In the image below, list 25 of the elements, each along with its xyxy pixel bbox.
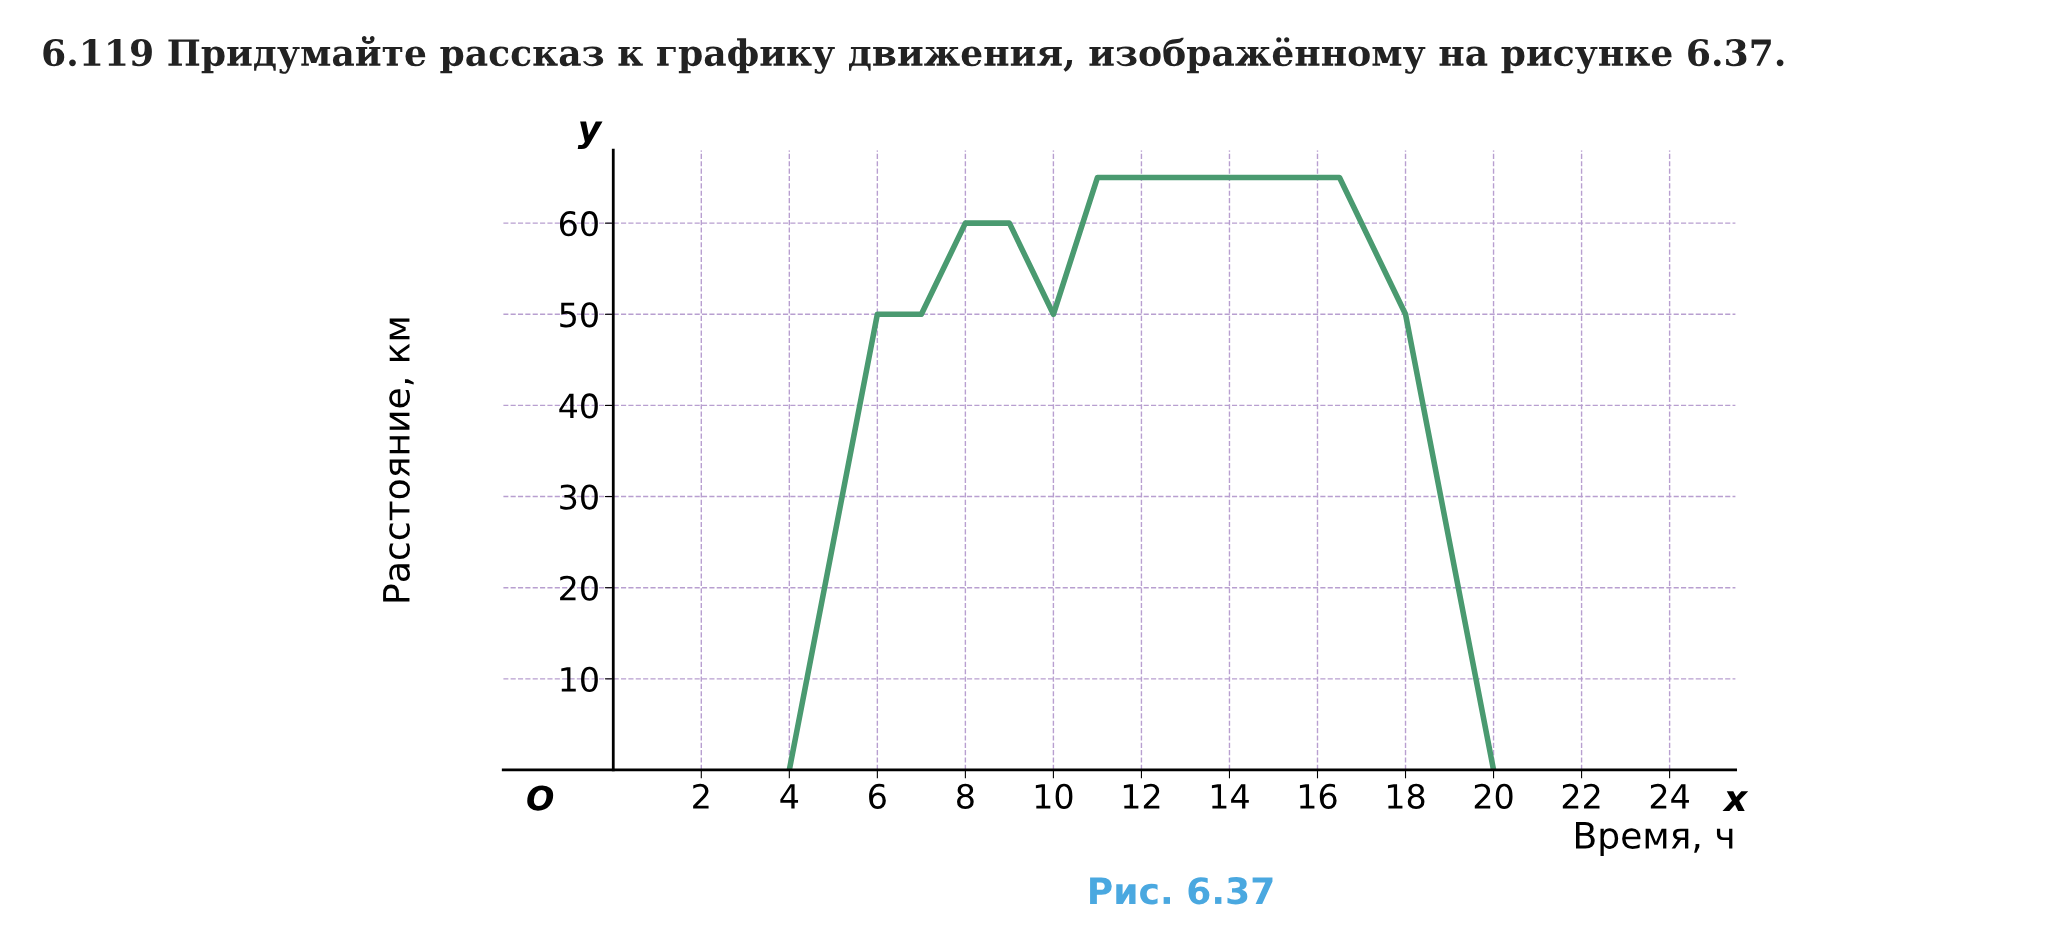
x-axis-title: Время, ч	[1576, 822, 1733, 856]
chart-title: 6.119 Придумайте рассказ к графику движения, изображённому на рисунке 6.37.	[43, 36, 1784, 74]
x-tick-label: 20	[1474, 783, 1513, 809]
y-tick-label: 30	[560, 484, 598, 510]
x-tick-label: 12	[1123, 783, 1160, 809]
x-tick-label: 4	[780, 784, 799, 809]
x-tick-label: 18	[1387, 783, 1425, 809]
text: y	[577, 121, 603, 150]
x-tick-label: 14	[1211, 784, 1249, 809]
x-tick-label: 6	[869, 783, 886, 809]
text: Рис. 6.37	[1090, 877, 1273, 905]
text: x	[1722, 791, 1749, 811]
y-tick-label: 20	[560, 575, 598, 601]
x-tick-label: 8	[957, 783, 974, 809]
x-tick-label: 16	[1299, 783, 1337, 809]
y-tick-label: 50	[560, 302, 598, 328]
y-tick-label: 40	[559, 393, 598, 419]
x-tick-label: 24	[1650, 783, 1689, 809]
y-axis-title: Расстояние, км	[383, 318, 414, 602]
x-tick-label: 10	[1035, 783, 1073, 809]
y-tick-label: 60	[559, 211, 598, 237]
x-tick-label: 2	[693, 783, 709, 809]
x-tick-label: 22	[1562, 783, 1600, 809]
y-tick-label: 10	[561, 666, 598, 692]
text: O	[527, 785, 554, 811]
